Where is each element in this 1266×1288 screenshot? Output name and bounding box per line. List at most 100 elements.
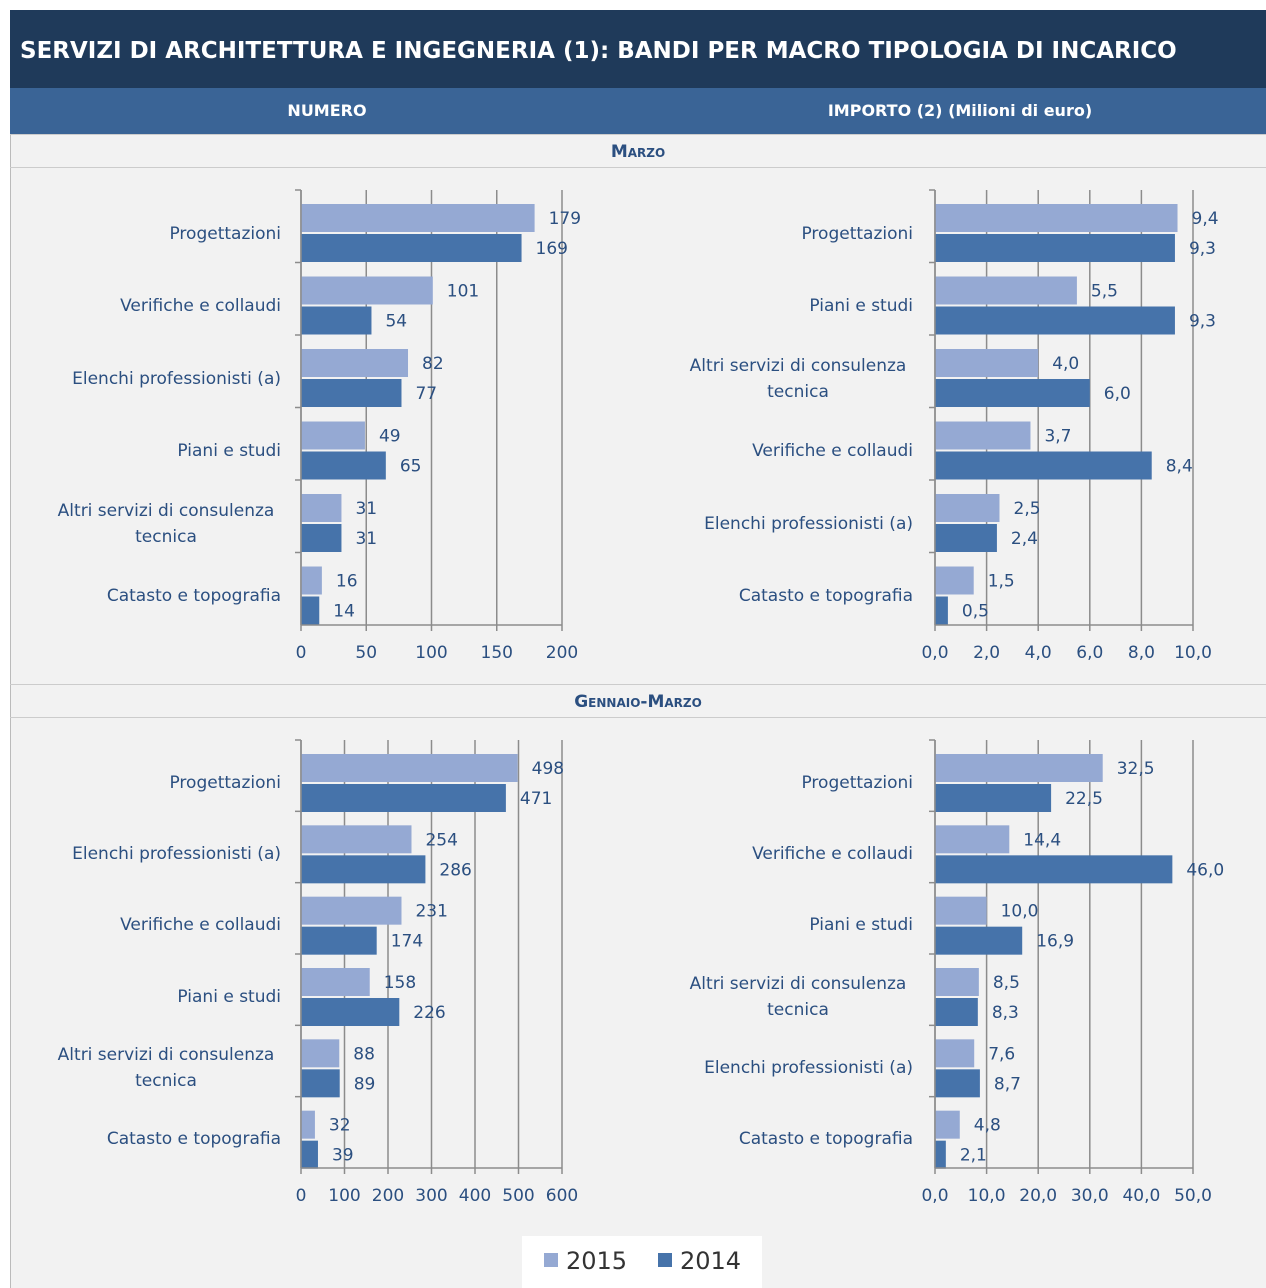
bar	[301, 1110, 315, 1139]
value-label: 6,0	[1104, 384, 1131, 404]
category-label: Altri servizi di consulenza tecnica	[689, 355, 907, 402]
value-label: 1,5	[988, 572, 1015, 592]
legend-background	[522, 1236, 762, 1288]
bar	[935, 204, 1178, 232]
category-label: Altri servizi di consulenza tecnica	[57, 500, 275, 547]
bar	[935, 1110, 960, 1139]
x-tick-label: 10,0	[1174, 643, 1212, 663]
category-label: Progettazioni	[801, 223, 913, 244]
category-label: Elenchi professionisti (a)	[704, 513, 913, 534]
category-label: Catasto e topografia	[106, 1129, 281, 1150]
value-label: 169	[536, 239, 568, 259]
bar	[301, 926, 377, 955]
legend-swatch	[544, 1253, 558, 1267]
value-label: 7,6	[988, 1044, 1015, 1064]
value-label: 77	[415, 384, 437, 404]
bar	[301, 968, 370, 996]
value-label: 158	[384, 973, 416, 993]
x-tick-label: 8,0	[1128, 643, 1155, 663]
x-tick-label: 100	[415, 643, 447, 663]
bar	[301, 451, 386, 480]
x-tick-label: 0,0	[921, 1186, 948, 1206]
section-header: Gennaio-Marzo	[10, 684, 1266, 718]
value-label: 16,9	[1036, 932, 1074, 952]
x-tick-label: 200	[546, 643, 578, 663]
x-tick-label: 500	[502, 1186, 534, 1206]
bar	[935, 566, 974, 595]
value-label: 39	[332, 1146, 354, 1166]
value-label: 2,1	[960, 1146, 987, 1166]
bar	[935, 276, 1077, 305]
bar	[301, 754, 518, 782]
value-label: 8,4	[1166, 457, 1193, 477]
bar	[935, 451, 1152, 480]
bar	[935, 825, 1010, 854]
category-label: Progettazioni	[169, 772, 281, 793]
bar	[301, 1039, 340, 1068]
category-label: Elenchi professionisti (a)	[704, 1058, 913, 1079]
value-label: 32	[329, 1116, 351, 1136]
value-label: 4,8	[974, 1116, 1001, 1136]
value-label: 31	[355, 499, 377, 519]
bar	[301, 896, 402, 925]
bar	[301, 825, 412, 854]
x-tick-label: 0	[296, 1186, 307, 1206]
bar	[935, 349, 1039, 377]
x-tick-label: 600	[546, 1186, 578, 1206]
value-label: 471	[520, 789, 552, 809]
bar	[935, 968, 979, 996]
value-label: 14	[333, 602, 355, 622]
bar	[301, 524, 342, 552]
x-tick-label: 4,0	[1025, 643, 1052, 663]
bar	[935, 234, 1175, 262]
x-tick-label: 40,0	[1122, 1186, 1160, 1206]
value-label: 9,4	[1192, 209, 1219, 229]
column-header: NUMERO	[287, 101, 367, 120]
category-label: Catasto e topografia	[106, 586, 281, 606]
value-label: 8,5	[993, 973, 1020, 993]
bar	[301, 234, 522, 262]
bar	[935, 596, 948, 625]
bar	[935, 855, 1173, 884]
value-label: 32,5	[1117, 759, 1155, 779]
bar	[301, 566, 322, 595]
category-label: Progettazioni	[169, 223, 281, 244]
bar	[301, 855, 426, 884]
legend-swatch	[658, 1253, 672, 1267]
x-tick-label: 150	[481, 643, 513, 663]
value-label: 10,0	[1001, 902, 1039, 922]
x-tick-label: 300	[415, 1186, 447, 1206]
category-label: Altri servizi di consulenza tecnica	[57, 1045, 275, 1092]
section-header: Marzo	[10, 134, 1266, 168]
value-label: 8,3	[992, 1003, 1019, 1023]
value-label: 22,5	[1065, 789, 1103, 809]
x-tick-label: 2,0	[973, 643, 1000, 663]
bar	[935, 421, 1031, 450]
bar	[301, 784, 506, 812]
value-label: 231	[415, 902, 447, 922]
category-label: Altri servizi di consulenza tecnica	[689, 973, 907, 1020]
value-label: 179	[549, 209, 581, 229]
bar	[935, 1069, 980, 1098]
bar	[935, 926, 1023, 955]
column-header: IMPORTO (2) (Milioni di euro)	[827, 101, 1093, 120]
value-label: 9,3	[1189, 312, 1216, 332]
x-tick-label: 30,0	[1071, 1186, 1109, 1206]
value-label: 174	[391, 932, 423, 952]
category-label: Verifiche e collaudi	[752, 441, 913, 461]
x-tick-label: 6,0	[1076, 643, 1103, 663]
value-label: 101	[447, 282, 479, 302]
value-label: 8,7	[994, 1074, 1021, 1094]
x-tick-label: 200	[372, 1186, 404, 1206]
value-label: 46,0	[1186, 860, 1224, 880]
value-label: 9,3	[1189, 239, 1216, 259]
category-label: Verifiche e collaudi	[752, 844, 913, 865]
value-label: 16	[336, 572, 358, 592]
bar	[301, 1140, 318, 1169]
value-label: 2,4	[1011, 529, 1038, 549]
value-label: 54	[385, 312, 407, 332]
x-tick-label: 50	[355, 643, 377, 663]
legend-label: 2014	[680, 1247, 741, 1275]
category-label: Verifiche e collaudi	[120, 296, 281, 316]
